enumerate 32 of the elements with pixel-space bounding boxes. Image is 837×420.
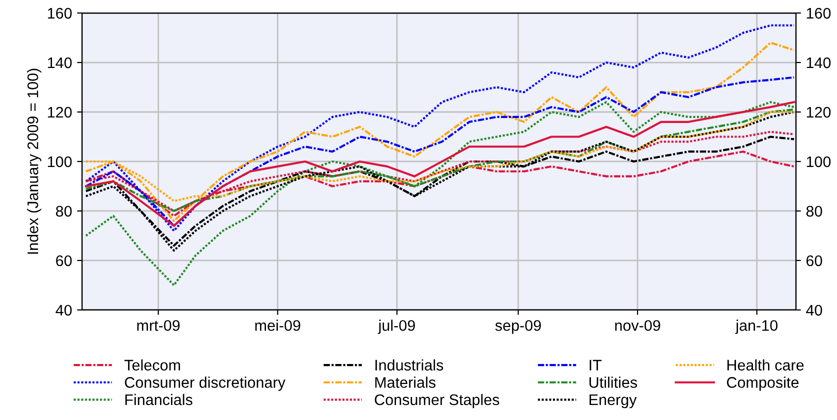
- y-tick-label: 120: [48, 106, 72, 118]
- y2-tick-label: 100: [806, 156, 831, 168]
- x-tick-label: sep-09: [495, 320, 541, 334]
- legend-label: Telecom: [124, 359, 180, 371]
- legend-label: Composite: [726, 376, 799, 391]
- y-tick-label: 60: [56, 255, 72, 266]
- y-tick-label: 160: [48, 8, 72, 19]
- y2-tick-label: 120: [806, 106, 831, 118]
- x-tick-label: mei-09: [255, 320, 300, 331]
- legend-label: Consumer discretionary: [124, 376, 286, 391]
- legend-label: Energy: [590, 394, 637, 408]
- y2-tick-label: 80: [806, 206, 822, 217]
- y-tick-label: 80: [56, 206, 72, 217]
- y2-tick-label: 140: [806, 57, 831, 68]
- legend-label: Industrials: [375, 359, 444, 371]
- x-tick-label: nov-09: [615, 320, 660, 331]
- y2-tick-label: 40: [806, 304, 822, 316]
- legend-label: Utilities: [590, 376, 638, 388]
- y-tick-label: 100: [48, 156, 72, 168]
- y-tick-label: 40: [56, 304, 72, 316]
- y-tick-label: 140: [48, 57, 72, 68]
- y2-tick-label: 60: [806, 255, 822, 266]
- x-tick-label: jan-10: [735, 320, 778, 334]
- y2-tick-label: 160: [806, 8, 831, 19]
- legend-label: Health care: [727, 359, 804, 371]
- x-tick-label: mrt-09: [137, 320, 180, 331]
- y-axis-title: Index (January 2009 = 100): [27, 68, 42, 254]
- legend-label: Financials: [125, 394, 192, 406]
- legend-label: IT: [590, 360, 602, 370]
- legend-label: Materials: [375, 376, 436, 388]
- x-tick-label: jul-09: [378, 320, 415, 334]
- legend-label: Consumer Staples: [374, 394, 500, 408]
